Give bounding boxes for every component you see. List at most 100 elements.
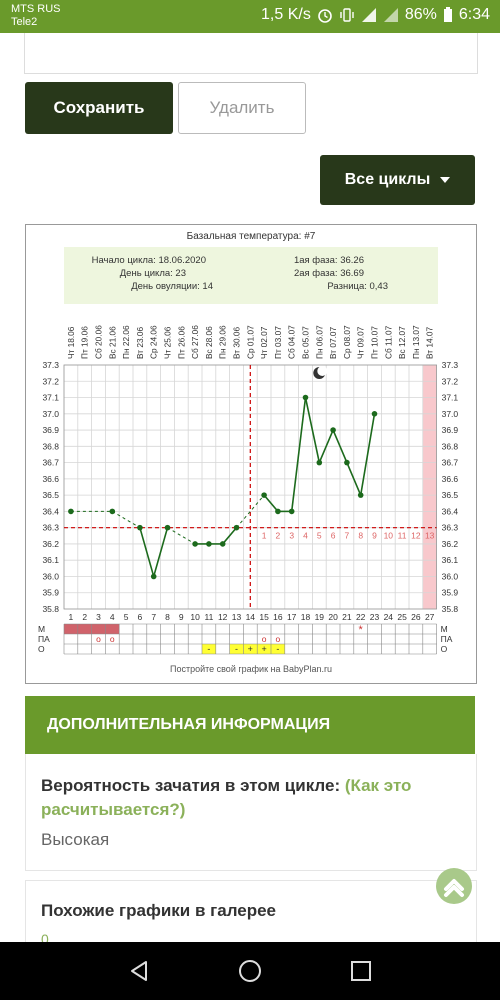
- back-button[interactable]: [124, 956, 154, 986]
- bbt-chart: Базальная температура: #7 Начало цикла: 1…: [25, 224, 477, 684]
- temperature-segment: [318, 429, 334, 463]
- row-label-left: О: [38, 644, 45, 654]
- save-button[interactable]: Сохранить: [25, 82, 173, 134]
- y-tick-label-left: 36.5: [42, 490, 59, 500]
- how-calculated-link[interactable]: (Как это расчитывается?): [41, 776, 412, 819]
- luteal-day-label: 7: [345, 531, 350, 541]
- date-label: Сб 27.06: [190, 325, 200, 359]
- y-tick-label-left: 35.9: [42, 588, 59, 598]
- pa-mark: o: [110, 634, 115, 644]
- y-tick-label-left: 37.3: [42, 360, 59, 370]
- date-label: Вс 28.06: [204, 326, 214, 359]
- temperature-point: [275, 508, 281, 515]
- y-tick-label-left: 35.8: [42, 604, 59, 614]
- date-label: Пн 13.07: [411, 325, 421, 359]
- caret-down-icon: [440, 177, 451, 183]
- y-tick-label-right: 36.7: [442, 458, 459, 468]
- temperature-point: [109, 508, 116, 515]
- menstruation-cell: [64, 624, 78, 634]
- day-number: 27: [425, 612, 435, 622]
- o-mark-cell: [271, 644, 285, 654]
- date-label: Чт 25.06: [163, 326, 173, 359]
- moon-icon: [313, 366, 328, 379]
- y-tick-label-left: 36.8: [42, 441, 59, 451]
- date-label: Вт 07.07: [328, 326, 338, 359]
- carrier-info: MTS RUS Tele2: [11, 3, 61, 29]
- y-tick-label-left: 36.3: [42, 523, 59, 533]
- y-tick-label-right: 37.0: [442, 409, 459, 419]
- y-tick-label-right: 36.8: [442, 441, 459, 451]
- y-tick-label-right: 36.5: [442, 490, 459, 500]
- pa-mark: o: [262, 634, 267, 644]
- day-number: 22: [356, 612, 366, 622]
- date-label: Ср 01.07: [245, 325, 255, 359]
- row-label-right: ПА: [441, 634, 453, 644]
- probability-label-text: Вероятность зачатия в этом цикле:: [41, 776, 341, 795]
- luteal-day-label: 13: [425, 531, 435, 541]
- y-tick-label-left: 36.1: [42, 555, 59, 565]
- day-number: 15: [259, 612, 269, 622]
- date-label: Пт 26.06: [176, 326, 186, 359]
- row-label-left: ПА: [38, 634, 50, 644]
- summary-difference: Разница: 0,43: [327, 281, 388, 292]
- scroll-to-top-button[interactable]: [436, 868, 472, 904]
- temperature-segment: [304, 397, 321, 463]
- date-label: Пн 06.07: [314, 325, 324, 359]
- temperature-segment: [332, 429, 348, 463]
- temperature-point: [288, 508, 295, 515]
- temperature-point: [371, 411, 378, 417]
- additional-info-title: ДОПОЛНИТЕЛЬНАЯ ИНФОРМАЦИЯ: [47, 716, 331, 733]
- day-number: 12: [218, 612, 228, 622]
- temperature-point: [150, 573, 157, 580]
- day-number: 4: [110, 612, 115, 622]
- all-cycles-button[interactable]: Все циклы: [320, 155, 475, 205]
- date-label: Ср 08.07: [342, 325, 352, 359]
- luteal-day-label: 3: [289, 531, 294, 541]
- date-label: Вт 14.07: [425, 326, 435, 359]
- temperature-point: [164, 524, 171, 531]
- y-tick-label-left: 37.0: [42, 409, 59, 419]
- day-number: 16: [273, 612, 283, 622]
- temperature-point: [206, 541, 212, 547]
- recents-icon: [351, 961, 371, 981]
- back-icon: [131, 961, 147, 981]
- pa-mark: o: [96, 634, 101, 644]
- y-tick-label-right: 36.1: [442, 555, 459, 565]
- summary-phase1: 1ая фаза: 36.26: [294, 255, 364, 266]
- date-label: Чт 18.06: [66, 326, 76, 359]
- o-mark-cell: [229, 644, 244, 654]
- temperature-point: [344, 459, 350, 466]
- date-label: Вт 23.06: [135, 326, 145, 359]
- y-tick-label-right: 35.9: [442, 588, 459, 598]
- signal-icon-1: [361, 8, 376, 22]
- row-label-left: М: [38, 624, 45, 634]
- temperature-segment: [346, 462, 362, 496]
- delete-button[interactable]: Удалить: [178, 82, 306, 134]
- similar-charts-count[interactable]: 0: [41, 931, 49, 947]
- day-number: 5: [124, 612, 129, 622]
- day-number: 26: [411, 612, 421, 622]
- luteal-day-label: 9: [372, 531, 377, 541]
- home-button[interactable]: [235, 956, 265, 986]
- network-speed: 1,5 K/s: [261, 6, 311, 23]
- date-label: Сб 11.07: [383, 325, 393, 359]
- summary-start-date: Начало цикла: 18.06.2020: [92, 255, 206, 266]
- y-tick-label-right: 36.4: [442, 506, 459, 516]
- luteal-day-label: 6: [331, 531, 336, 541]
- luteal-day-label: 8: [358, 531, 363, 541]
- temperature-segment: [112, 510, 141, 529]
- day-number: 19: [315, 612, 325, 622]
- recents-button[interactable]: [346, 956, 376, 986]
- day-number: 25: [397, 612, 407, 622]
- y-tick-label-right: 36.0: [442, 571, 459, 581]
- luteal-day-label: 1: [262, 531, 267, 541]
- summary-ovulation-day: День овуляции: 14: [131, 281, 213, 292]
- pa-mark: o: [276, 634, 281, 644]
- day-number: 2: [82, 612, 87, 622]
- form-card: [24, 33, 478, 74]
- temperature-point: [68, 508, 74, 515]
- temperature-point: [357, 492, 364, 498]
- luteal-day-label: 11: [398, 531, 407, 541]
- temperature-point: [261, 492, 267, 498]
- y-tick-label-right: 37.2: [442, 376, 459, 386]
